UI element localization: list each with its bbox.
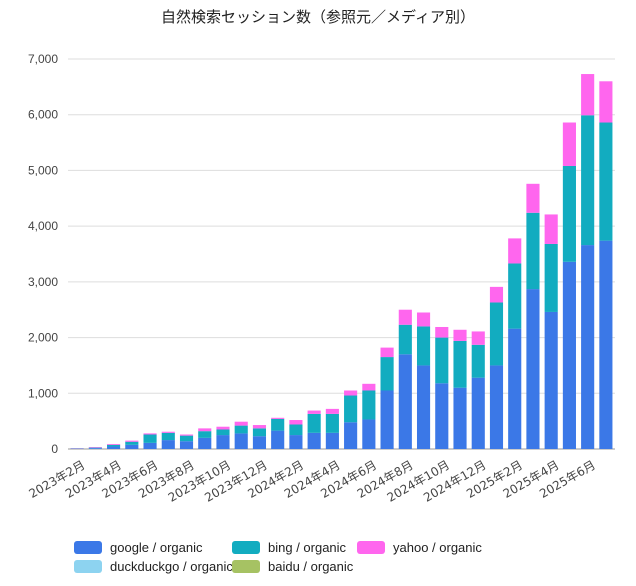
bar-segment-google — [289, 435, 303, 449]
bar-segment-bing — [362, 390, 376, 420]
bar-segment-google — [271, 430, 285, 449]
bar-segment-google — [362, 419, 376, 449]
bar-segment-google — [435, 383, 449, 449]
bar-segment-bing — [544, 243, 558, 312]
y-tick-label: 7,000 — [28, 52, 58, 66]
bar-segment-yahoo — [198, 428, 212, 432]
bar-segment-google — [125, 444, 139, 449]
bar-segment-bing — [289, 424, 303, 436]
bar-segment-yahoo — [471, 331, 485, 345]
bar-segment-google — [325, 432, 339, 449]
bar-segment-google — [179, 441, 194, 449]
y-tick-label: 4,000 — [28, 219, 58, 233]
bar-segment-google — [198, 437, 212, 449]
bar-segment-bing — [453, 340, 467, 388]
bar-segment-google — [453, 387, 467, 449]
bar-segment-yahoo — [143, 433, 157, 435]
bar-segment-yahoo — [234, 421, 248, 426]
bar-segment-bing — [562, 165, 576, 262]
bar-segment-google — [526, 289, 540, 449]
bar-segment-bing — [471, 344, 485, 378]
y-tick-label: 2,000 — [28, 331, 58, 345]
bar-segment-google — [161, 440, 175, 449]
bar-segment-bing — [435, 337, 449, 384]
bar-segment-yahoo — [526, 183, 540, 213]
bar-segment-yahoo — [179, 434, 194, 436]
bar-segment-bing — [216, 429, 230, 436]
bar-segment-yahoo — [581, 74, 595, 116]
bar-segment-bing — [416, 326, 431, 366]
bar-segment-bing — [143, 434, 157, 443]
bar-segment-yahoo — [544, 214, 558, 244]
bar-segment-yahoo — [107, 443, 121, 445]
bar-segment-yahoo — [325, 408, 339, 414]
bar-segment-bing — [307, 413, 321, 433]
bar-segment-google — [216, 435, 230, 449]
bar-segment-google — [344, 422, 358, 449]
bar-segment-bing — [599, 122, 613, 241]
bar-segment-bing — [88, 447, 102, 449]
bar-segment-yahoo — [508, 238, 522, 264]
bar-segment-bing — [380, 357, 394, 391]
bar-segment-google — [581, 245, 595, 449]
bar-segment-google — [107, 446, 121, 449]
bar-segment-bing — [398, 324, 412, 355]
bar-segment-google — [599, 240, 613, 449]
bar-segment-bing — [271, 418, 285, 431]
bar-segment-google — [307, 432, 321, 449]
bar-segment-bing — [161, 432, 175, 441]
bar-segment-bing — [508, 263, 522, 329]
y-tick-label: 3,000 — [28, 275, 58, 289]
bar-segment-yahoo — [88, 447, 102, 448]
y-tick-label: 6,000 — [28, 108, 58, 122]
bar-segment-google — [562, 261, 576, 449]
bar-segment-bing — [107, 444, 121, 447]
bar-segment-bing — [252, 428, 267, 437]
bar-segment-google — [380, 390, 394, 449]
bar-segment-yahoo — [435, 326, 449, 338]
bar-segment-bing — [526, 212, 540, 290]
bar-segment-google — [252, 436, 267, 449]
bar-segment-yahoo — [252, 425, 267, 429]
bar-segment-google — [88, 448, 102, 449]
bar-segment-yahoo — [599, 81, 613, 123]
bar-segment-bing — [234, 425, 248, 434]
bar-segment-google — [544, 311, 558, 449]
bar-segment-google — [398, 354, 412, 449]
bar-segment-yahoo — [271, 417, 285, 419]
chart-title: 自然検索セッション数（参照元／メディア別） — [161, 8, 475, 26]
bar-segment-yahoo — [307, 410, 321, 414]
bar-segment-bing — [198, 431, 212, 438]
bar-segment-yahoo — [289, 420, 303, 425]
bar-segment-yahoo — [216, 426, 230, 430]
bar-segment-bing — [125, 441, 139, 445]
bar-segment-bing — [489, 302, 504, 366]
bar-segment-bing — [344, 395, 358, 423]
bar-segment-yahoo — [362, 383, 376, 391]
bar-segment-yahoo — [416, 312, 431, 327]
bar-segment-bing — [325, 413, 339, 433]
bar-segment-google — [489, 365, 504, 449]
bar-segment-yahoo — [562, 122, 576, 166]
bar-segment-yahoo — [161, 431, 175, 433]
bar-segment-yahoo — [398, 309, 412, 325]
bar-segment-google — [416, 365, 431, 449]
bar-segment-google — [143, 442, 157, 449]
bar-segment-google — [508, 328, 522, 449]
bar-segment-yahoo — [380, 347, 394, 358]
bar-segment-yahoo — [125, 440, 139, 442]
bar-segment-yahoo — [344, 390, 358, 396]
y-tick-label: 1,000 — [28, 386, 58, 400]
bar-segment-yahoo — [453, 329, 467, 341]
bar-segment-bing — [179, 435, 194, 442]
y-tick-label: 5,000 — [28, 163, 58, 177]
bar-segment-google — [471, 377, 485, 449]
bar-segment-bing — [581, 115, 595, 246]
bar-segment-google — [234, 433, 248, 449]
bar-segment-yahoo — [489, 286, 504, 303]
y-tick-label: 0 — [51, 442, 58, 456]
